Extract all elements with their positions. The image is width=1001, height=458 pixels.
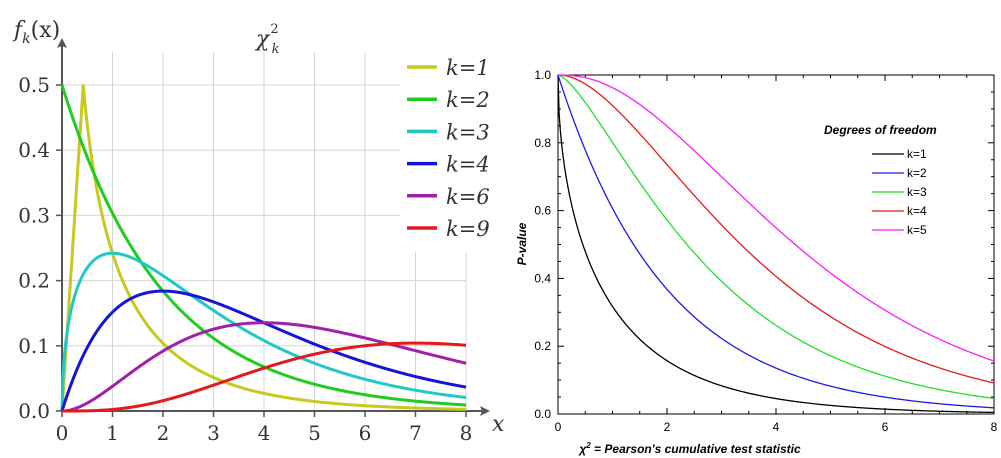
pdf-legend-label: k=9: [446, 217, 490, 241]
pdf-x-tick-label: 0: [56, 421, 69, 445]
pdf-y-tick-label: 0.3: [18, 203, 50, 227]
pdf-y-tick-label: 0.0: [18, 399, 50, 423]
pvalue-x-tick-label: 0: [555, 420, 562, 434]
pdf-series-k-3: [60, 251, 467, 412]
pvalue-y-tick-label: 0.2: [534, 339, 551, 353]
pvalue-x-tick-label: 6: [882, 420, 889, 434]
pvalue-series-k-1: [557, 74, 995, 414]
pvalue-y-tick-label: 0.6: [534, 204, 551, 218]
pvalue-legend-label: k=1: [907, 147, 927, 161]
pdf-y-axis-arrow: [57, 38, 67, 48]
pdf-legend-label: k=4: [446, 153, 490, 177]
pdf-x-tick-label: 1: [106, 421, 119, 445]
pvalue-ylabel: P-value: [515, 222, 529, 265]
pvalue-x-tick-label: 4: [773, 420, 780, 434]
pdf-grid: [62, 52, 467, 411]
pvalue-curves: [557, 74, 995, 414]
pvalue-y-tick-label: 0.8: [534, 136, 551, 150]
pvalue-y-tick-label: 1.0: [534, 68, 551, 82]
pdf-tick-labels: 0 1 2 3 4 5 6 7 8 0.0 0.1 0.2 0.3 0.4 0.5: [18, 73, 472, 445]
pvalue-legend-label: k=4: [907, 204, 927, 218]
pdf-series-k-6: [61, 321, 467, 413]
pdf-chart: 0 1 2 3 4 5 6 7 80.00.10.20.30.40.5 fk(x) χ2 k x …: [12, 18, 505, 445]
pdf-x-tick-label: 7: [409, 421, 422, 445]
pdf-legend-label: k=6: [446, 185, 490, 209]
pvalue-xlabel-chi: χ: [577, 442, 587, 456]
pvalue-xlabel-rest: = Pearson's cumulative test statistic: [591, 442, 801, 456]
pdf-x-tick-label: 3: [207, 421, 220, 445]
pvalue-series-k-2: [557, 74, 995, 409]
pdf-series-k-9: [61, 341, 467, 413]
pdf-x-axis-arrow: [480, 406, 490, 416]
pdf-y-tick-label: 0.4: [18, 138, 50, 162]
pvalue-xlabel: χ2 = Pearson's cumulative test statistic: [577, 441, 801, 456]
pdf-ylabel: fk(x): [12, 18, 60, 47]
pvalue-series-k-4: [557, 74, 995, 384]
pdf-x-tick-label: 6: [359, 421, 372, 445]
pvalue-series-k-5: [558, 74, 995, 362]
pdf-y-tick-label: 0.5: [18, 73, 50, 97]
pvalue-y-tick-label: 0.4: [534, 271, 551, 285]
pdf-ylabel-sub: k: [22, 31, 30, 47]
pvalue-legend: k=1 k=2 k=3 k=4 k=5: [872, 147, 927, 237]
pdf-x-tick-label: 2: [157, 421, 170, 445]
pdf-xlabel: x: [492, 412, 505, 437]
pdf-legend-label: k=1: [446, 56, 490, 80]
pvalue-legend-title: Degrees of freedom: [824, 123, 937, 137]
pdf-x-tick-label: 4: [258, 421, 271, 445]
pdf-series-k-1: [60, 84, 467, 412]
pdf-y-tick-label: 0.2: [18, 269, 50, 293]
pvalue-chart: 0 2 4 6 80.00.20.40.60.81.0 P-value χ2 = Pea…: [515, 68, 998, 456]
pvalue-y-tick-label: 0.0: [534, 407, 551, 421]
pdf-ylabel-arg: (x): [31, 18, 61, 43]
pdf-x-tick-label: 5: [308, 421, 321, 445]
pvalue-ticks: [557, 74, 995, 415]
pdf-title-sub: k: [272, 42, 280, 57]
pdf-legend: k=1 k=2 k=3 k=4 k=6 k=9: [400, 52, 500, 252]
pvalue-legend-label: k=3: [907, 185, 927, 199]
pdf-legend-box: [400, 52, 500, 252]
pvalue-series-k-3: [557, 74, 995, 400]
pdf-y-tick-label: 0.1: [18, 334, 50, 358]
pdf-axes: [57, 38, 490, 416]
pvalue-legend-label: k=2: [907, 166, 927, 180]
pvalue-x-tick-label: 8: [991, 420, 998, 434]
pdf-title: χ2 k: [254, 22, 280, 57]
pdf-title-sup: 2: [270, 22, 278, 37]
pvalue-legend-label: k=5: [907, 223, 927, 237]
pdf-legend-label: k=3: [446, 120, 490, 144]
pvalue-tick-labels: 0 2 4 6 8 0.0 0.2 0.4 0.6 0.8 1.0: [534, 68, 997, 434]
pvalue-x-tick-label: 2: [664, 420, 671, 434]
pdf-x-tick-label: 8: [460, 421, 473, 445]
pvalue-xlabel-sup: 2: [585, 441, 591, 450]
pdf-legend-label: k=2: [446, 88, 490, 112]
pdf-title-main: χ: [254, 27, 271, 52]
pdf-curves: [60, 84, 467, 413]
